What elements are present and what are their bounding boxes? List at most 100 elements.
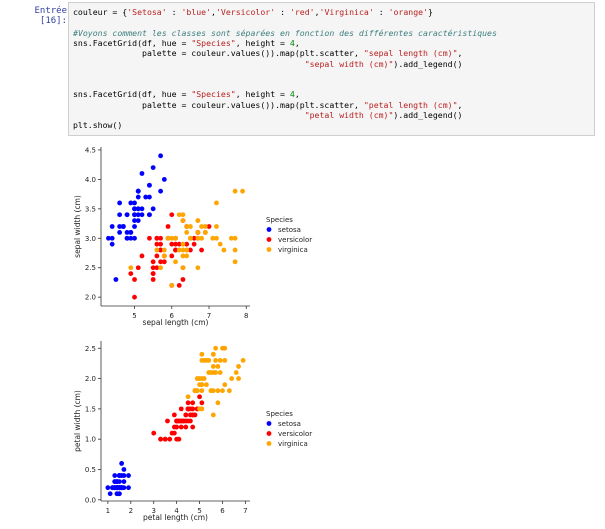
point-virginica — [229, 376, 235, 381]
code-line: "sepal width (cm)").add_legend() — [304, 58, 463, 69]
point-versicolor — [154, 235, 160, 241]
point-setosa — [132, 218, 137, 224]
point-setosa — [147, 182, 152, 188]
point-versicolor — [158, 247, 164, 253]
point-versicolor — [195, 235, 201, 241]
x-tick-label: 1 — [106, 507, 110, 515]
x-tick-label: 5 — [132, 312, 136, 320]
point-setosa — [132, 224, 137, 229]
point-virginica — [232, 188, 238, 194]
point-setosa — [135, 194, 141, 200]
point-versicolor — [197, 394, 202, 400]
point-versicolor — [191, 235, 197, 241]
y-axis-label: petal width (cm) — [73, 390, 82, 452]
point-virginica — [128, 265, 134, 271]
point-setosa — [114, 479, 120, 485]
point-versicolor — [174, 436, 180, 442]
point-versicolor — [154, 253, 160, 259]
point-virginica — [210, 351, 216, 357]
point-versicolor — [173, 235, 178, 241]
point-virginica — [201, 376, 207, 381]
point-versicolor — [188, 247, 193, 253]
point-virginica — [215, 388, 221, 394]
point-versicolor — [158, 235, 164, 241]
point-virginica — [176, 247, 182, 253]
code-line: #Voyons comment les classes sont séparée… — [73, 27, 497, 38]
point-virginica — [210, 235, 216, 241]
point-setosa — [139, 171, 145, 176]
point-versicolor — [181, 418, 186, 424]
y-tick-label: 1.0 — [85, 436, 96, 444]
point-setosa — [112, 473, 118, 478]
point-versicolor — [154, 235, 160, 241]
legend-label-versicolor: versicolor — [278, 236, 312, 244]
point-virginica — [210, 388, 216, 394]
point-setosa — [135, 188, 141, 194]
point-versicolor — [178, 424, 184, 430]
point-virginica — [195, 229, 201, 235]
point-versicolor — [158, 241, 164, 247]
point-versicolor — [180, 277, 186, 282]
point-setosa — [117, 224, 123, 229]
point-versicolor — [150, 277, 156, 282]
code-cell[interactable]: couleur = {'Setosa' : 'blue','Versicolor… — [68, 2, 595, 136]
point-versicolor — [132, 294, 137, 300]
code-line: palette = couleur.values()).map(plt.scat… — [73, 99, 463, 110]
point-virginica — [192, 388, 198, 394]
point-versicolor — [176, 436, 182, 442]
point-virginica — [217, 241, 223, 247]
point-virginica — [215, 364, 221, 369]
point-versicolor — [135, 265, 141, 271]
legend-label-versicolor: versicolor — [278, 430, 312, 438]
point-versicolor — [202, 229, 208, 235]
point-virginica — [180, 253, 186, 259]
point-setosa — [116, 485, 122, 491]
point-setosa — [121, 485, 127, 491]
point-versicolor — [191, 241, 197, 247]
point-setosa — [126, 473, 131, 478]
point-setosa — [105, 485, 111, 491]
point-setosa — [119, 485, 125, 491]
point-versicolor — [165, 224, 171, 229]
point-versicolor — [178, 406, 184, 412]
point-versicolor — [162, 436, 168, 442]
point-virginica — [213, 357, 219, 363]
point-setosa — [110, 485, 115, 491]
point-setosa — [112, 485, 118, 491]
point-setosa — [116, 473, 122, 478]
point-versicolor — [183, 412, 189, 418]
point-setosa — [106, 235, 111, 241]
point-setosa — [120, 224, 126, 229]
point-virginica — [197, 376, 202, 381]
point-versicolor — [128, 271, 134, 277]
point-setosa — [135, 218, 141, 224]
y-tick-label: 0.0 — [85, 496, 96, 504]
point-versicolor — [132, 277, 137, 282]
point-versicolor — [178, 418, 184, 424]
point-versicolor — [167, 436, 173, 442]
point-virginica — [214, 235, 219, 241]
point-versicolor — [165, 418, 170, 424]
point-virginica — [232, 259, 238, 265]
point-virginica — [184, 247, 190, 253]
point-versicolor — [174, 418, 180, 424]
point-setosa — [121, 467, 127, 472]
point-virginica — [194, 388, 200, 394]
point-versicolor — [169, 212, 175, 218]
point-versicolor — [185, 406, 191, 412]
point-versicolor — [199, 400, 205, 406]
point-setosa — [114, 479, 120, 485]
point-virginica — [240, 188, 245, 194]
point-virginica — [173, 235, 178, 241]
point-setosa — [114, 479, 120, 485]
point-setosa — [128, 229, 134, 235]
point-virginica — [222, 382, 228, 388]
cell-prompt: Entrée [16]: — [34, 6, 67, 26]
legend-marker-setosa — [266, 227, 272, 232]
point-setosa — [147, 212, 152, 218]
point-setosa — [114, 485, 120, 491]
point-setosa — [147, 212, 152, 218]
legend-marker-setosa — [266, 421, 272, 426]
point-setosa — [119, 485, 125, 491]
point-virginica — [215, 400, 221, 406]
